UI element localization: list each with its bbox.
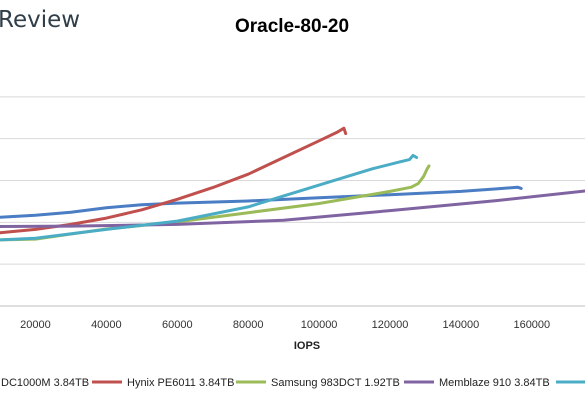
x-tick-label: 100000 xyxy=(301,319,338,331)
chart-title: Oracle-80-20 xyxy=(235,16,349,37)
x-tick-label: 40000 xyxy=(91,319,122,331)
legend-label: Samsung 983DCT 1.92TB xyxy=(271,377,400,389)
series-line-5 xyxy=(0,153,419,242)
series-line-2 xyxy=(0,126,348,235)
x-tick-label: 160000 xyxy=(513,319,550,331)
legend: DC1000M 3.84TB Hynix PE6011 3.84TB Samsung… xyxy=(1,377,585,389)
x-tick-label: 20000 xyxy=(20,319,51,331)
series-line-4 xyxy=(0,189,585,228)
x-tick-label: 120000 xyxy=(372,319,409,331)
x-axis-label: IOPS xyxy=(294,340,320,352)
brand-logo-text: Review xyxy=(0,7,80,33)
series-lines xyxy=(0,126,585,242)
x-tick-label: 60000 xyxy=(162,319,193,331)
x-tick-labels: 20000 40000 60000 80000 100000 120000 140000 16… xyxy=(20,319,550,331)
x-tick-label: 80000 xyxy=(233,319,264,331)
legend-label: DC1000M 3.84TB xyxy=(1,377,89,389)
series-line-1 xyxy=(0,185,523,219)
gridlines xyxy=(0,96,585,265)
legend-label: Hynix PE6011 3.84TB xyxy=(127,377,234,389)
legend-label: Memblaze 910 3.84TB xyxy=(439,377,550,389)
x-tick-label: 140000 xyxy=(443,319,480,331)
